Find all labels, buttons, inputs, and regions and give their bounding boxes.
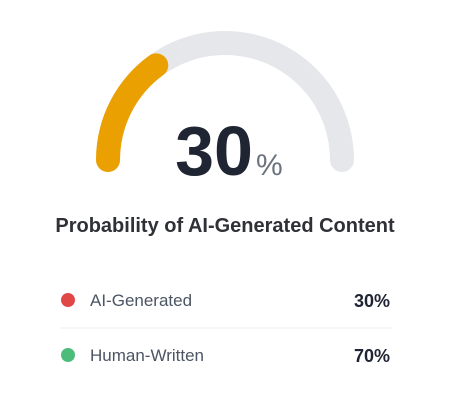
gauge-unit: % [256, 149, 283, 182]
legend-value: 30% [354, 291, 390, 311]
gauge-value [96, 53, 169, 172]
chart-title: Probability of AI-Generated Content [55, 215, 395, 237]
legend-label: Human-Written [90, 346, 204, 365]
legend-dot [61, 348, 75, 362]
legend-label: AI-Generated [90, 291, 192, 310]
gauge-number: 30 [175, 112, 253, 190]
legend-value: 70% [354, 346, 390, 366]
legend-dot [61, 293, 75, 307]
